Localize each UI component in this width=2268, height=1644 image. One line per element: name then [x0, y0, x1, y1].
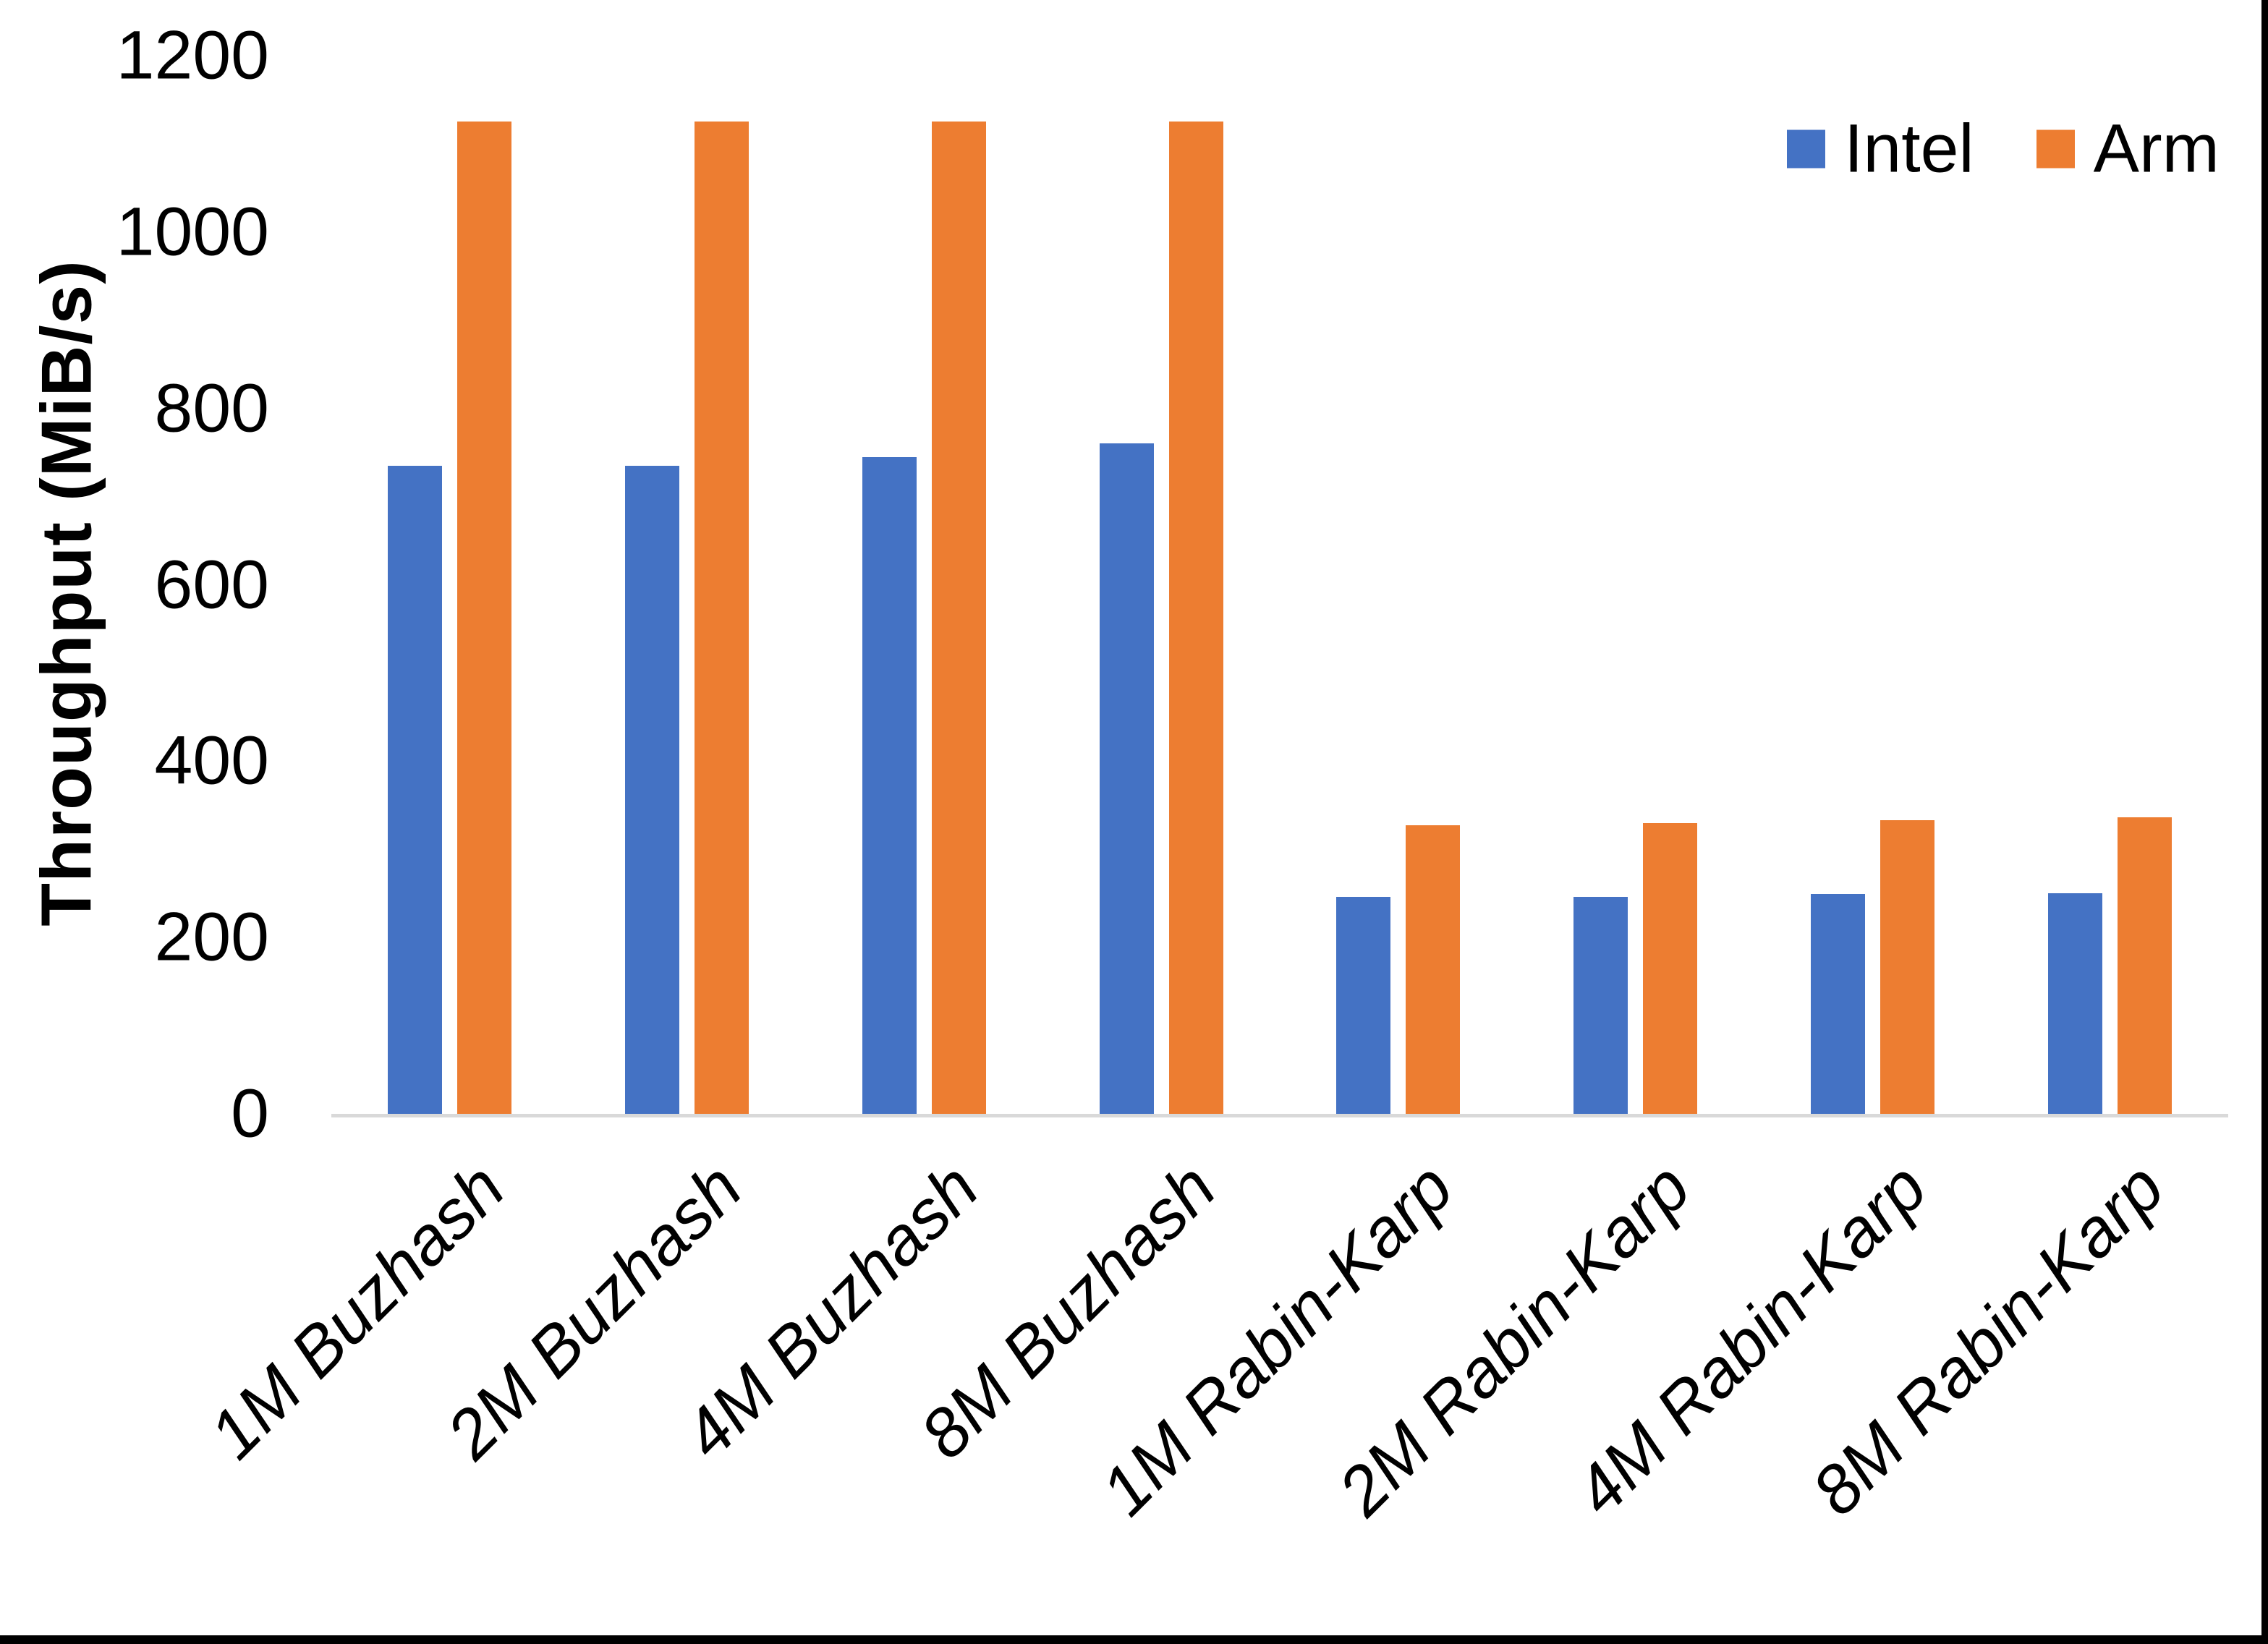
y-tick-label-1000: 1000 — [116, 193, 269, 271]
bar-arm-4m-buzhash — [931, 122, 986, 1114]
screenshot-right-border — [2261, 0, 2268, 1644]
plot-area — [331, 56, 2228, 1117]
bar-intel-2m-rabin-karp — [1573, 897, 1628, 1114]
bar-intel-8m-rabin-karp — [2047, 893, 2102, 1114]
category-slot-4m-rabin-karp — [1754, 56, 1992, 1114]
y-tick-label-1200: 1200 — [116, 17, 269, 94]
y-tick-label-800: 800 — [154, 370, 269, 447]
legend: Intel Arm — [1787, 110, 2220, 189]
category-slot-2m-buzhash — [569, 56, 806, 1114]
bar-arm-2m-buzhash — [695, 122, 749, 1114]
y-tick-label-600: 600 — [154, 546, 269, 623]
bar-arm-4m-rabin-karp — [1880, 820, 1934, 1114]
legend-item-arm: Arm — [2036, 110, 2220, 189]
bar-intel-1m-buzhash — [388, 465, 443, 1114]
bar-intel-4m-buzhash — [862, 456, 917, 1114]
bar-intel-4m-rabin-karp — [1810, 894, 1865, 1114]
bar-intel-8m-buzhash — [1099, 443, 1154, 1114]
y-tick-label-400: 400 — [154, 722, 269, 799]
legend-label-arm: Arm — [2093, 110, 2220, 187]
bar-arm-2m-rabin-karp — [1643, 822, 1698, 1114]
y-axis-tick-labels: 0 200 400 600 800 1000 1200 — [0, 17, 269, 1152]
y-tick-label-0: 0 — [231, 1075, 269, 1152]
category-slot-4m-buzhash — [806, 56, 1043, 1114]
x-axis-category-labels: 1M Buzhash 2M Buzhash 4M Buzhash 8M Buzhash… — [195, 1149, 2228, 1611]
category-slot-8m-buzhash — [1042, 56, 1280, 1114]
bar-arm-8m-rabin-karp — [2117, 817, 2172, 1114]
bar-arm-1m-rabin-karp — [1406, 825, 1461, 1114]
bar-intel-2m-buzhash — [625, 465, 680, 1114]
bar-arm-8m-buzhash — [1168, 122, 1223, 1114]
bar-arm-1m-buzhash — [457, 122, 512, 1114]
bar-intel-1m-rabin-karp — [1336, 897, 1391, 1114]
category-slot-1m-buzhash — [331, 56, 569, 1114]
intel-series-swatch-icon — [1787, 129, 1825, 169]
y-tick-label-200: 200 — [154, 898, 269, 976]
legend-label-intel: Intel — [1844, 110, 1974, 187]
category-slot-8m-rabin-karp — [1991, 56, 2228, 1114]
category-slot-2m-rabin-karp — [1517, 56, 1754, 1114]
screenshot-bottom-border — [0, 1635, 2268, 1644]
arm-series-swatch-icon — [2036, 129, 2075, 169]
legend-item-intel: Intel — [1787, 110, 1974, 189]
category-slot-1m-rabin-karp — [1280, 56, 1517, 1114]
